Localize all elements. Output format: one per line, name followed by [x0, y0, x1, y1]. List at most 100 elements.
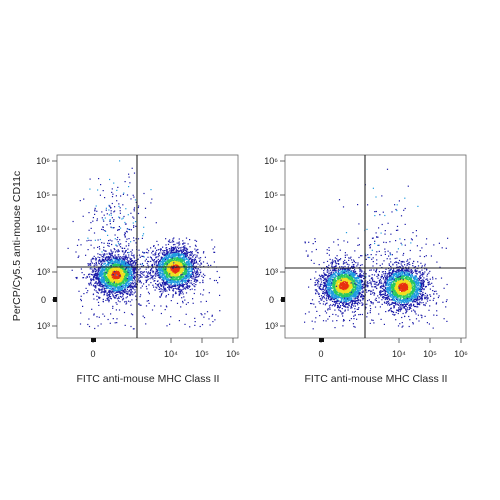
event-dot: [89, 276, 91, 278]
event-dot: [162, 263, 164, 266]
event-dot: [131, 291, 133, 293]
event-dot: [183, 259, 185, 261]
event-dot: [172, 248, 174, 250]
event-dot: [107, 318, 109, 321]
event-dot: [116, 276, 118, 278]
event-dot: [94, 282, 96, 284]
event-dot: [121, 257, 123, 260]
event-dot: [118, 259, 120, 261]
event-dot: [340, 311, 342, 313]
event-dot: [133, 328, 135, 330]
event-dot: [128, 283, 130, 286]
event-dot: [157, 271, 159, 274]
event-dot: [159, 252, 161, 254]
event-dot: [147, 271, 150, 273]
event-dot: [121, 278, 123, 280]
event-dot: [93, 269, 95, 271]
event-dot: [156, 272, 159, 274]
event-dot: [176, 261, 178, 263]
event-dot: [169, 280, 171, 282]
event-dot: [129, 261, 132, 263]
event-dot: [101, 285, 103, 287]
event-dot: [179, 264, 181, 266]
event-dot: [111, 240, 113, 242]
event-dot: [111, 275, 113, 277]
event-dot: [118, 265, 120, 267]
event-dot: [121, 290, 123, 292]
event-dot: [111, 261, 113, 264]
event-dot: [88, 273, 90, 275]
event-dot: [104, 254, 106, 256]
event-dot: [171, 285, 173, 287]
event-dot: [116, 284, 118, 286]
event-dot: [87, 290, 89, 292]
event-dot: [118, 288, 120, 290]
event-dot: [149, 272, 151, 274]
event-dot: [180, 264, 182, 266]
event-dot: [120, 288, 123, 290]
event-dot: [183, 249, 185, 251]
event-dot: [183, 287, 186, 289]
event-dot: [115, 275, 117, 277]
event-dot: [140, 272, 142, 275]
event-dot: [91, 268, 93, 270]
event-dot: [101, 282, 103, 284]
event-dot: [125, 240, 127, 243]
event-dot: [133, 269, 135, 271]
event-dot: [175, 252, 177, 254]
event-dot: [168, 264, 170, 266]
left-x-tick-label: 0: [90, 349, 95, 359]
event-dot: [111, 271, 113, 273]
event-dot: [105, 269, 107, 271]
event-dot: [90, 227, 92, 229]
event-dot: [170, 267, 173, 269]
event-dot: [107, 297, 109, 299]
event-dot: [110, 260, 112, 263]
event-dot: [141, 255, 143, 257]
event-dot: [177, 276, 179, 278]
event-dot: [132, 279, 134, 281]
event-dot: [182, 253, 185, 255]
event-dot: [135, 225, 137, 227]
event-dot: [190, 275, 192, 277]
event-dot: [186, 275, 188, 278]
event-dot: [123, 279, 125, 281]
event-dot: [82, 305, 84, 307]
event-dot: [162, 277, 164, 279]
event-dot: [114, 263, 116, 266]
event-dot: [187, 285, 189, 287]
event-dot: [187, 270, 189, 272]
event-dot: [119, 279, 121, 281]
event-dot: [193, 267, 195, 269]
event-dot: [82, 215, 84, 217]
event-dot: [117, 250, 120, 252]
event-dot: [173, 272, 175, 274]
event-dot: [123, 254, 125, 256]
event-dot: [155, 275, 157, 277]
event-dot: [138, 303, 140, 305]
event-dot: [180, 251, 183, 253]
left-y-tick-label: 0: [41, 295, 46, 305]
event-dot: [186, 253, 189, 255]
event-dot: [125, 249, 127, 252]
event-dot: [192, 256, 194, 258]
event-dot: [171, 264, 174, 266]
event-dot: [105, 209, 107, 211]
event-dot: [106, 284, 108, 286]
left-plot-events: [67, 160, 221, 330]
event-dot: [116, 268, 118, 270]
event-dot: [171, 256, 173, 258]
event-dot: [195, 250, 197, 252]
event-dot: [96, 276, 98, 278]
event-dot: [179, 269, 181, 271]
event-dot: [174, 256, 177, 258]
event-dot: [159, 259, 161, 261]
event-dot: [152, 250, 154, 252]
event-dot: [153, 286, 155, 288]
event-dot: [198, 260, 201, 262]
event-dot: [116, 257, 118, 259]
event-dot: [112, 268, 114, 270]
event-dot: [192, 276, 194, 278]
event-dot: [128, 254, 130, 256]
event-dot: [177, 286, 179, 288]
